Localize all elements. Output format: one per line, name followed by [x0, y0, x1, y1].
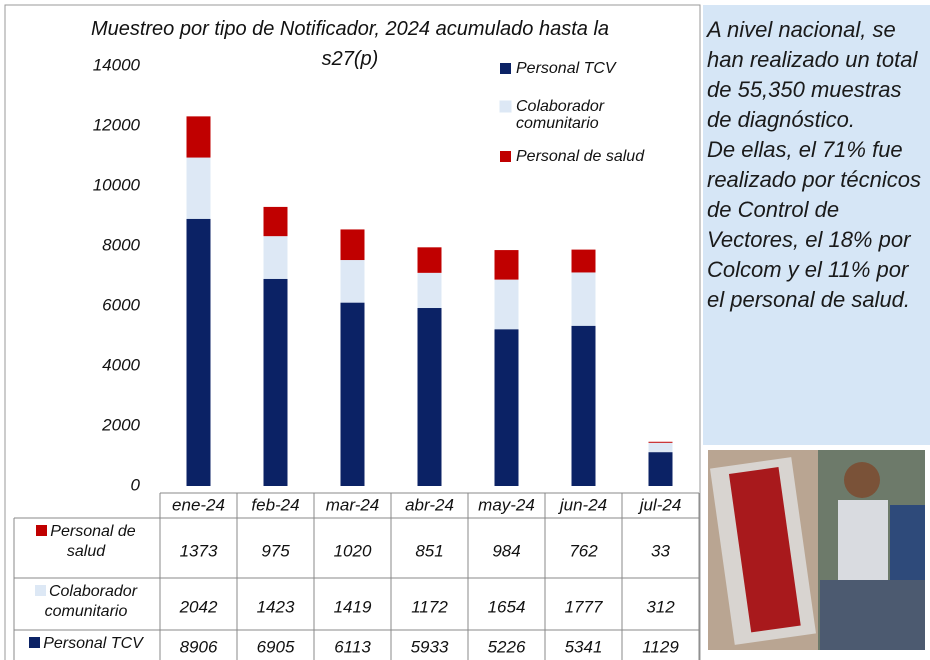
table-value: 1777 [565, 597, 603, 616]
bar-segment [187, 116, 211, 157]
table-value: 312 [646, 597, 675, 616]
table-value: 1373 [180, 541, 218, 560]
x-tick-label: abr-24 [405, 495, 454, 514]
y-tick-label: 4000 [102, 355, 140, 374]
bar-segment [572, 326, 596, 486]
table-legend-key [35, 585, 46, 596]
table-value: 851 [415, 541, 443, 560]
table-value: 1419 [334, 597, 372, 616]
table-value: 984 [492, 541, 520, 560]
y-tick-label: 2000 [101, 415, 140, 434]
legend-key [500, 101, 511, 112]
x-tick-label: may-24 [478, 495, 535, 514]
bar-segment [495, 280, 519, 330]
side-panel: A nivel nacional, se han realizado un to… [703, 5, 930, 445]
table-row-text: Colaborador comunitario [45, 583, 137, 620]
side-text: A nivel nacional, se han realizado un to… [707, 15, 926, 135]
x-tick-label: jun-24 [558, 495, 607, 514]
table-row-label: Colaborador comunitario [16, 582, 156, 622]
x-tick-label: ene-24 [172, 495, 225, 514]
table-value: 975 [261, 541, 290, 560]
legend-label: Personal TCV [516, 60, 666, 77]
table-row-text: Personal de salud [50, 523, 135, 560]
bar-segment [264, 279, 288, 486]
bar-segment [187, 158, 211, 219]
table-value: 5933 [411, 637, 449, 656]
table-value: 1654 [488, 597, 526, 616]
bar-segment [495, 250, 519, 280]
table-value: 762 [569, 541, 598, 560]
bar-segment [341, 229, 365, 260]
bar-segment [649, 452, 673, 486]
table-value: 5341 [565, 637, 603, 656]
legend-key [500, 151, 511, 162]
table-value: 8906 [180, 637, 218, 656]
table-row-label: Personal TCV [16, 634, 156, 654]
bar-segment [495, 329, 519, 486]
bar-segment [418, 247, 442, 273]
table-row-label: Personal de salud [16, 522, 156, 562]
table-value: 6113 [334, 637, 371, 656]
table-value: 33 [651, 541, 670, 560]
bar-segment [187, 219, 211, 486]
table-value: 1423 [257, 597, 295, 616]
y-tick-label: 0 [131, 475, 141, 494]
table-value: 1129 [642, 637, 679, 656]
bar-segment [418, 308, 442, 486]
y-tick-label: 10000 [93, 175, 141, 194]
legend-label: Personal de salud [516, 148, 666, 165]
y-tick-label: 6000 [102, 295, 140, 314]
bar-segment [649, 443, 673, 452]
x-tick-label: feb-24 [251, 495, 299, 514]
table-value: 6905 [257, 637, 295, 656]
table-legend-key [29, 637, 40, 648]
table-value: 2042 [179, 597, 218, 616]
table-value: 1020 [334, 541, 372, 560]
table-legend-key [36, 525, 47, 536]
side-text: De ellas, el 71% fue realizado por técni… [707, 135, 926, 315]
bar-segment [341, 303, 365, 486]
bar-segment [341, 260, 365, 303]
x-tick-label: mar-24 [326, 495, 380, 514]
table-value: 5226 [488, 637, 526, 656]
bar-segment [572, 250, 596, 273]
x-tick-label: jul-24 [638, 495, 682, 514]
bar-segment [649, 442, 673, 443]
legend-label: Colaborador comunitario [516, 98, 666, 132]
bar-segment [572, 272, 596, 325]
y-tick-label: 12000 [93, 115, 141, 134]
bar-segment [418, 273, 442, 308]
photo [708, 450, 925, 650]
table-row-text: Personal TCV [43, 635, 143, 652]
bar-segment [264, 236, 288, 279]
page: 02000400060008000100001200014000ene-24fe… [0, 0, 930, 660]
bar-segment [264, 207, 288, 236]
table-value: 1172 [411, 597, 448, 616]
y-tick-label: 8000 [102, 235, 140, 254]
